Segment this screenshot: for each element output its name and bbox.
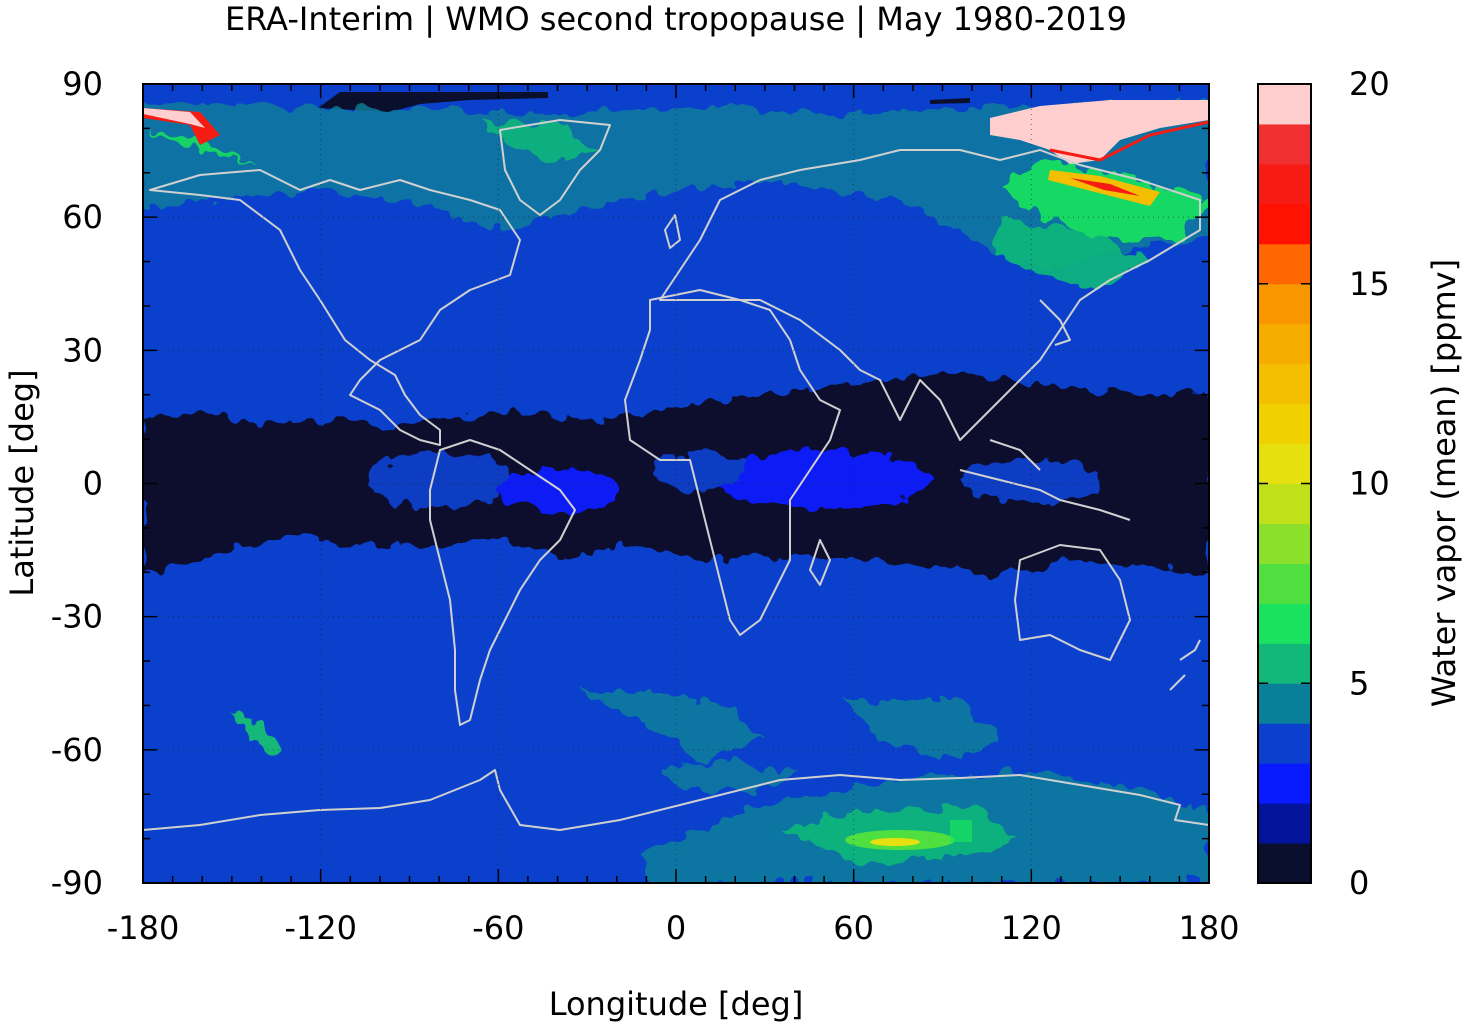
region-equatorial-patch (960, 458, 1100, 502)
axis-ticks (142, 83, 1210, 884)
colorbar-tick-label: 0 (1349, 864, 1369, 902)
colorbar-tick-label: 10 (1349, 465, 1390, 503)
region-plume-edge (1049, 120, 1209, 162)
region-antarctic-max-edge (950, 820, 972, 842)
region-equatorial-patch (710, 450, 930, 510)
x-tick-label: 120 (1001, 909, 1062, 947)
region-southern-ocean-band (840, 700, 1000, 760)
region-equatorial-patch (370, 452, 510, 508)
region-southern-ocean-band (660, 760, 800, 790)
y-tick-label: 30 (62, 331, 103, 369)
region-plume-red (1070, 178, 1140, 196)
colorbar-swatch (1258, 203, 1311, 245)
colorbar-tick-label: 20 (1349, 65, 1390, 103)
region-arctic-dry-cap (318, 92, 548, 112)
colorbar-swatch (1258, 443, 1311, 484)
region-plume-dateline-core (143, 108, 205, 128)
x-axis-label: Longitude [deg] (549, 985, 804, 1023)
colorbar-swatch (1258, 403, 1311, 445)
y-tick-label: -60 (51, 731, 103, 769)
colorbar-tick-label: 15 (1349, 265, 1390, 303)
region-plume-white (990, 100, 1209, 164)
x-tick-labels: -180 -120 -60 0 60 120 180 (107, 909, 1240, 947)
colorbar-swatch (1258, 563, 1311, 604)
colorbar-swatch (1258, 363, 1311, 405)
colorbar-ticks: 0 5 10 15 20 (1258, 65, 1390, 902)
colorbar-label: Water vapor (mean) [ppmv] (1425, 259, 1463, 707)
y-tick-labels: 90 60 30 0 -30 -60 -90 (51, 65, 103, 902)
colorbar-swatch (1258, 84, 1311, 125)
x-tick-label: 180 (1178, 909, 1239, 947)
y-tick-label: 0 (83, 465, 103, 503)
colorbar-swatch (1258, 163, 1311, 205)
colorbar-tick-label: 5 (1349, 664, 1369, 702)
colorbar-swatch (1258, 843, 1311, 884)
y-tick-label: -30 (51, 598, 103, 636)
y-tick-label: -90 (51, 864, 103, 902)
colorbar-swatch (1258, 763, 1311, 804)
heatmap-field (143, 84, 1209, 883)
colorbar-swatch (1258, 603, 1311, 644)
colorbar-swatch (1258, 803, 1311, 844)
region-north-green-streak (480, 120, 600, 160)
coastlines (143, 119, 1209, 831)
colorbar-swatch (1258, 723, 1311, 764)
x-tick-label: -180 (107, 909, 180, 947)
region-southern-ocean-band (580, 690, 760, 760)
x-tick-label: -60 (472, 909, 524, 947)
region-north-green-streak (143, 130, 260, 165)
region-north-green-streak (990, 220, 1150, 290)
chart-title: ERA-Interim | WMO second tropopause | Ma… (225, 0, 1127, 38)
grid (143, 84, 1209, 883)
x-tick-label: 60 (833, 909, 874, 947)
colorbar-swatch (1258, 283, 1311, 325)
y-tick-label: 60 (62, 198, 103, 236)
y-axis-label: Latitude [deg] (3, 369, 41, 596)
colorbar-swatch (1258, 683, 1311, 724)
colorbar-swatch (1258, 323, 1311, 365)
region-southern-green-streak (230, 710, 280, 752)
region-arctic-dry-cap (930, 98, 970, 104)
colorbar-swatch (1258, 643, 1311, 684)
region-antarctic-max-core (870, 838, 920, 846)
x-tick-label: 0 (666, 909, 686, 947)
colorbar-swatch (1258, 123, 1311, 165)
colorbar (1258, 84, 1311, 884)
colorbar-swatch (1258, 243, 1311, 285)
y-tick-label: 90 (62, 65, 103, 103)
x-tick-label: -120 (284, 909, 357, 947)
colorbar-swatch (1258, 523, 1311, 564)
colorbar-swatch (1258, 483, 1311, 524)
